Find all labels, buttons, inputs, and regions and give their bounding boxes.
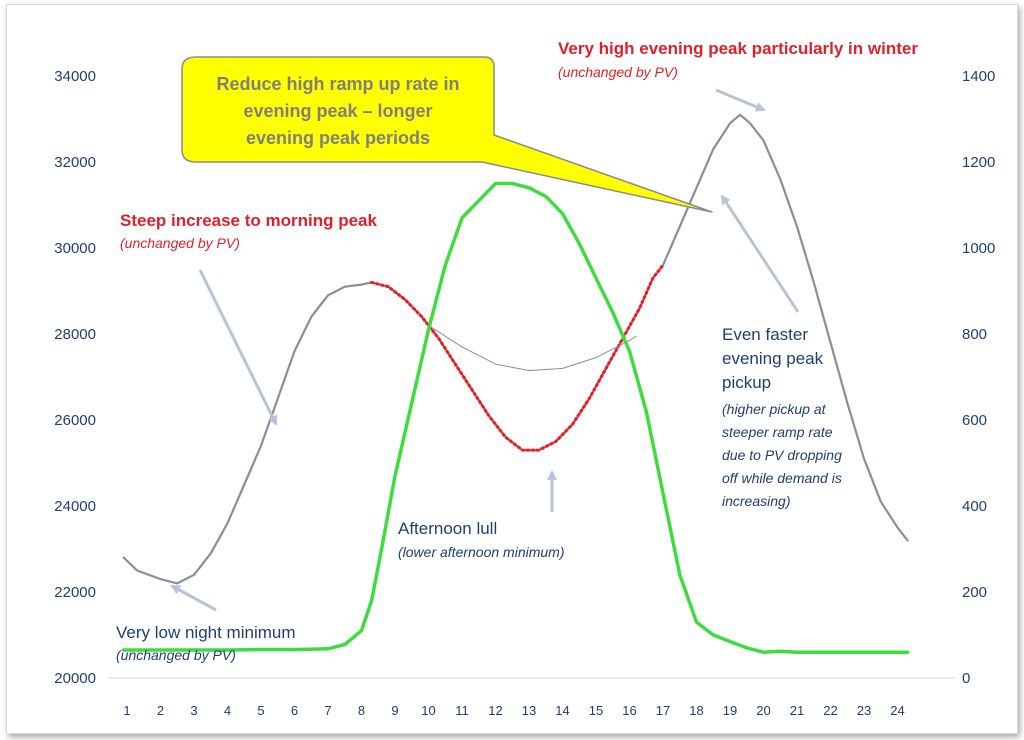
series-line-demand-without-pv	[428, 324, 637, 372]
left-tick-label: 20000	[54, 670, 96, 687]
x-tick-label: 22	[823, 703, 837, 718]
x-tick-label: 9	[391, 703, 398, 718]
x-tick-label: 15	[589, 703, 603, 718]
left-tick-label: 30000	[54, 240, 96, 257]
callout-line-3: evening peak periods	[246, 128, 430, 148]
night-arrow	[170, 584, 217, 612]
right-tick-label: 400	[962, 498, 987, 515]
callout-shape	[181, 56, 713, 213]
left-tick-label: 24000	[54, 498, 96, 515]
pickup-arrow	[720, 194, 800, 313]
x-tick-label: 12	[488, 703, 502, 718]
x-tick-label: 1	[123, 703, 130, 718]
left-tick-label: 34000	[54, 68, 96, 85]
faster-sub-4: off while demand is	[722, 470, 842, 486]
x-tick-label: 17	[656, 703, 670, 718]
faster-line-2: evening peak	[722, 349, 824, 368]
x-tick-label: 8	[358, 703, 365, 718]
x-tick-label: 3	[190, 703, 197, 718]
morning-subtitle: (unchanged by PV)	[120, 235, 240, 251]
right-tick-label: 1200	[962, 154, 995, 171]
x-tick-label: 2	[157, 703, 164, 718]
right-tick-label: 800	[962, 326, 987, 343]
callout-line-2: evening peak – longer	[243, 101, 432, 121]
x-tick-label: 19	[723, 703, 737, 718]
x-tick-label: 16	[622, 703, 636, 718]
series-line-demand-with-pv	[370, 263, 665, 452]
night-title: Very low night minimum	[116, 623, 296, 642]
x-axis: 1 2 3 4 5 6 7 8 9 10 11 12 13 14 15 16 17 18 19 20 21 22 23 24	[123, 703, 904, 718]
right-tick-label: 1000	[962, 240, 995, 257]
faster-sub-2: steeper ramp rate	[722, 424, 833, 440]
right-tick-label: 0	[962, 670, 970, 687]
morning-arrow	[198, 269, 278, 426]
faster-line-3: pickup	[722, 373, 771, 392]
x-tick-label: 23	[857, 703, 871, 718]
evening-peak-subtitle: (unchanged by PV)	[558, 64, 678, 80]
faster-sub-3: due to PV dropping	[722, 447, 842, 463]
left-axis: 20000 22000 24000 26000 28000 30000 32000 34000	[54, 68, 96, 687]
faster-line-1: Even faster	[722, 325, 808, 344]
night-subtitle: (unchanged by PV)	[116, 647, 236, 663]
callout-line-1: Reduce high ramp up rate in	[216, 74, 459, 94]
evening-peak-title: Very high evening peak particularly in w…	[558, 39, 918, 58]
x-tick-label: 21	[790, 703, 804, 718]
right-tick-label: 600	[962, 412, 987, 429]
right-axis: 0 200 400 600 800 1000 1200 1400	[962, 68, 995, 687]
left-tick-label: 22000	[54, 584, 96, 601]
lull-subtitle: (lower afternoon minimum)	[398, 544, 565, 560]
series-layer	[121, 113, 910, 654]
right-tick-label: 200	[962, 584, 987, 601]
x-tick-label: 14	[555, 703, 569, 718]
left-tick-label: 26000	[54, 412, 96, 429]
callout-bubble: Reduce high ramp up rate in evening peak…	[181, 56, 713, 213]
faster-sub-1: (higher pickup at	[722, 401, 827, 417]
lull-title: Afternoon lull	[398, 519, 497, 538]
faster-sub-5: increasing)	[722, 493, 790, 509]
chart-frame	[6, 4, 1018, 734]
left-tick-label: 32000	[54, 154, 96, 171]
x-tick-label: 6	[291, 703, 298, 718]
x-tick-label: 11	[455, 703, 469, 718]
x-tick-label: 20	[756, 703, 770, 718]
left-tick-label: 28000	[54, 326, 96, 343]
series-line-demand	[661, 113, 909, 542]
x-tick-label: 10	[421, 703, 435, 718]
x-tick-label: 24	[890, 703, 904, 718]
x-tick-label: 18	[689, 703, 703, 718]
x-tick-label: 5	[257, 703, 264, 718]
x-tick-label: 4	[224, 703, 231, 718]
x-tick-label: 7	[324, 703, 331, 718]
morning-title: Steep increase to morning peak	[120, 211, 378, 230]
series-line-demand	[122, 281, 373, 585]
series-line-pv	[121, 181, 910, 654]
evening-peak-arrow	[715, 88, 766, 112]
x-tick-label: 13	[522, 703, 536, 718]
right-tick-label: 1400	[962, 68, 995, 85]
